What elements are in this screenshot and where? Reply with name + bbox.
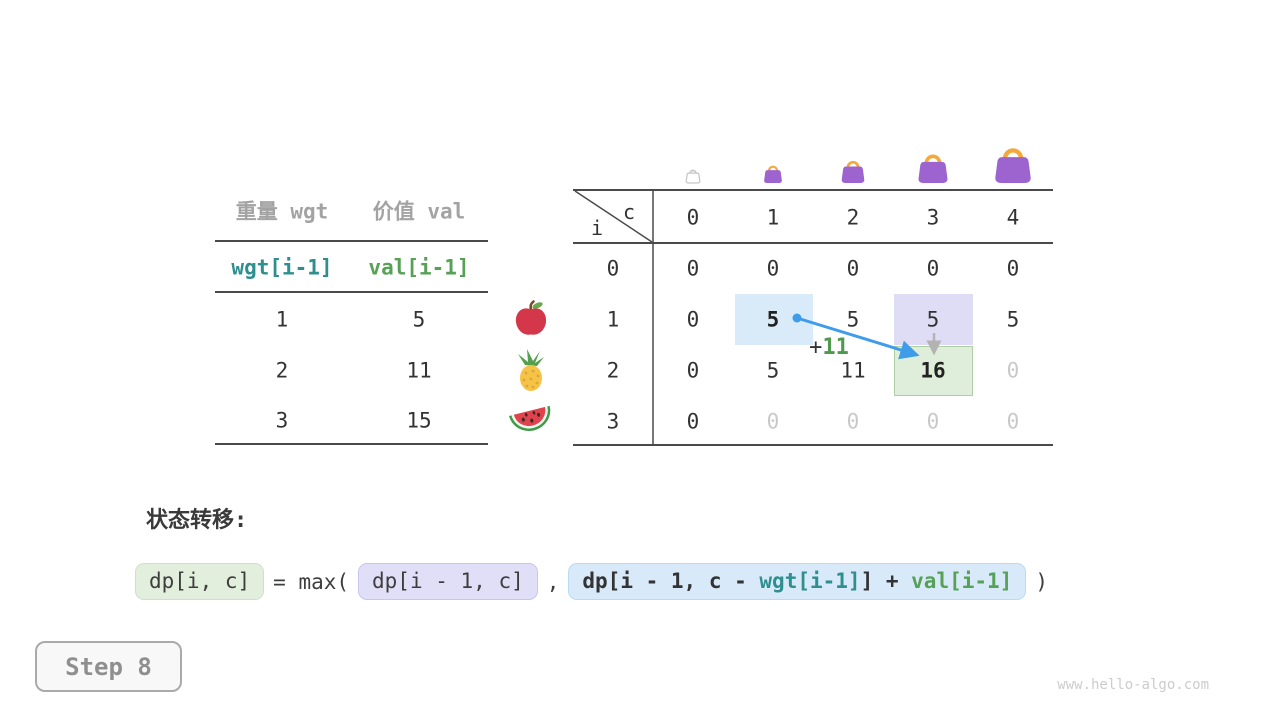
dp-col-header: 0 — [686, 205, 700, 230]
dp-cell: 0 — [686, 409, 700, 434]
dp-cell: 0 — [686, 358, 700, 383]
handbag-outline-icon — [686, 170, 700, 183]
capacity-icons — [686, 150, 1031, 183]
dp-row-header: 0 — [606, 256, 620, 281]
dp-table-rules — [573, 189, 1053, 446]
item-wgt: 2 — [275, 358, 289, 383]
dp-cell: 0 — [846, 256, 860, 281]
item-val: 5 — [412, 307, 426, 332]
dp-cell-pending: 0 — [766, 409, 780, 434]
dp-cell: 11 — [840, 358, 866, 383]
formula-arg2-prefix: dp[i - 1, c - — [582, 569, 760, 593]
formula-arg1: dp[i - 1, c] — [358, 563, 538, 600]
formula-arg2-bracket: ] — [860, 569, 874, 593]
watermark: www.hello-algo.com — [1057, 677, 1209, 693]
step-badge-label: Step 8 — [65, 652, 152, 681]
gain-plus: + — [809, 335, 823, 360]
formula-equals: = max( — [273, 569, 350, 594]
formula-comma: , — [546, 569, 560, 594]
dp-cell: 5 — [846, 307, 860, 332]
transition-label: 状态转移: — [146, 508, 248, 533]
dp-col-header: 4 — [1006, 205, 1020, 230]
dp-row-header: 1 — [606, 307, 620, 332]
gain-value: 11 — [822, 335, 849, 360]
formula-lhs: dp[i, c] — [135, 563, 265, 600]
gain-annotation: +11 — [809, 337, 849, 359]
dp-col-header: 2 — [846, 205, 860, 230]
dp-col-header: 1 — [766, 205, 780, 230]
corner-row-var: i — [590, 216, 604, 240]
formula-arg2-val: val[i-1] — [911, 569, 1013, 593]
dp-col-header: 3 — [926, 205, 940, 230]
dp-cell: 0 — [766, 256, 780, 281]
formula-close-paren: ) — [1035, 569, 1048, 594]
step-badge: Step 8 — [35, 641, 182, 692]
dp-cell: 0 — [686, 307, 700, 332]
item-val: 15 — [406, 408, 432, 433]
dp-cell-pending: 0 — [1006, 358, 1020, 383]
dp-cell-above: 5 — [926, 307, 940, 332]
dp-cell-pending: 0 — [1006, 409, 1020, 434]
formula-arg2-plus: + — [873, 569, 912, 593]
items-subheader-val: val[i-1] — [368, 255, 470, 280]
dp-row-header: 3 — [606, 409, 620, 434]
dp-row-header: 2 — [606, 358, 620, 383]
items-col-weight-header: 重量 wgt — [235, 199, 329, 224]
dp-cell-current: 16 — [920, 358, 946, 383]
item-val: 11 — [406, 358, 432, 383]
dp-cell: 0 — [926, 256, 940, 281]
dp-cell-source: 5 — [766, 307, 780, 332]
pineapple-icon — [518, 349, 544, 391]
handbag-icon — [995, 150, 1031, 183]
items-subheader-wgt: wgt[i-1] — [231, 255, 333, 280]
handbag-icon — [841, 162, 865, 183]
corner-col-var: c — [622, 200, 636, 224]
dp-cell: 5 — [766, 358, 780, 383]
handbag-icon — [918, 156, 948, 183]
watermelon-icon — [509, 405, 551, 431]
item-wgt: 3 — [275, 408, 289, 433]
transition-formula: dp[i, c] = max( dp[i - 1, c] , dp[i - 1,… — [135, 561, 1048, 602]
dp-cell: 5 — [1006, 307, 1020, 332]
formula-arg2-wgt: wgt[i-1] — [759, 569, 861, 593]
formula-arg2: dp[i - 1, c - wgt[i-1]] + val[i-1] — [568, 563, 1027, 600]
dp-cell: 0 — [1006, 256, 1020, 281]
items-col-value-header: 价值 val — [372, 199, 466, 224]
apple-icon — [515, 300, 547, 335]
dp-cell-pending: 0 — [846, 409, 860, 434]
handbag-icon — [764, 166, 782, 183]
dp-cell-pending: 0 — [926, 409, 940, 434]
item-wgt: 1 — [275, 307, 289, 332]
corner-diagonal — [574, 190, 653, 243]
dp-cell: 0 — [686, 256, 700, 281]
